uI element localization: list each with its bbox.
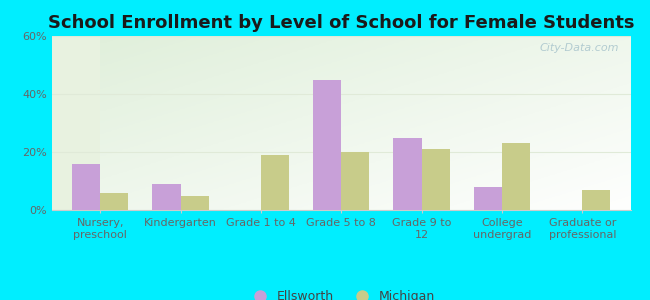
Bar	[393, 137, 422, 210]
Bar	[181, 196, 209, 210]
Bar	[313, 80, 341, 210]
Title: School Enrollment by Level of School for Female Students: School Enrollment by Level of School for…	[48, 14, 634, 32]
Bar	[100, 193, 128, 210]
Legend: Ellsworth, Michigan: Ellsworth, Michigan	[242, 285, 441, 300]
Bar	[502, 143, 530, 210]
Bar	[582, 190, 610, 210]
Bar	[474, 187, 502, 210]
Bar	[422, 149, 450, 210]
Bar	[341, 152, 369, 210]
Text: City-Data.com: City-Data.com	[540, 43, 619, 53]
Bar	[153, 184, 181, 210]
Bar	[72, 164, 100, 210]
Bar	[261, 155, 289, 210]
